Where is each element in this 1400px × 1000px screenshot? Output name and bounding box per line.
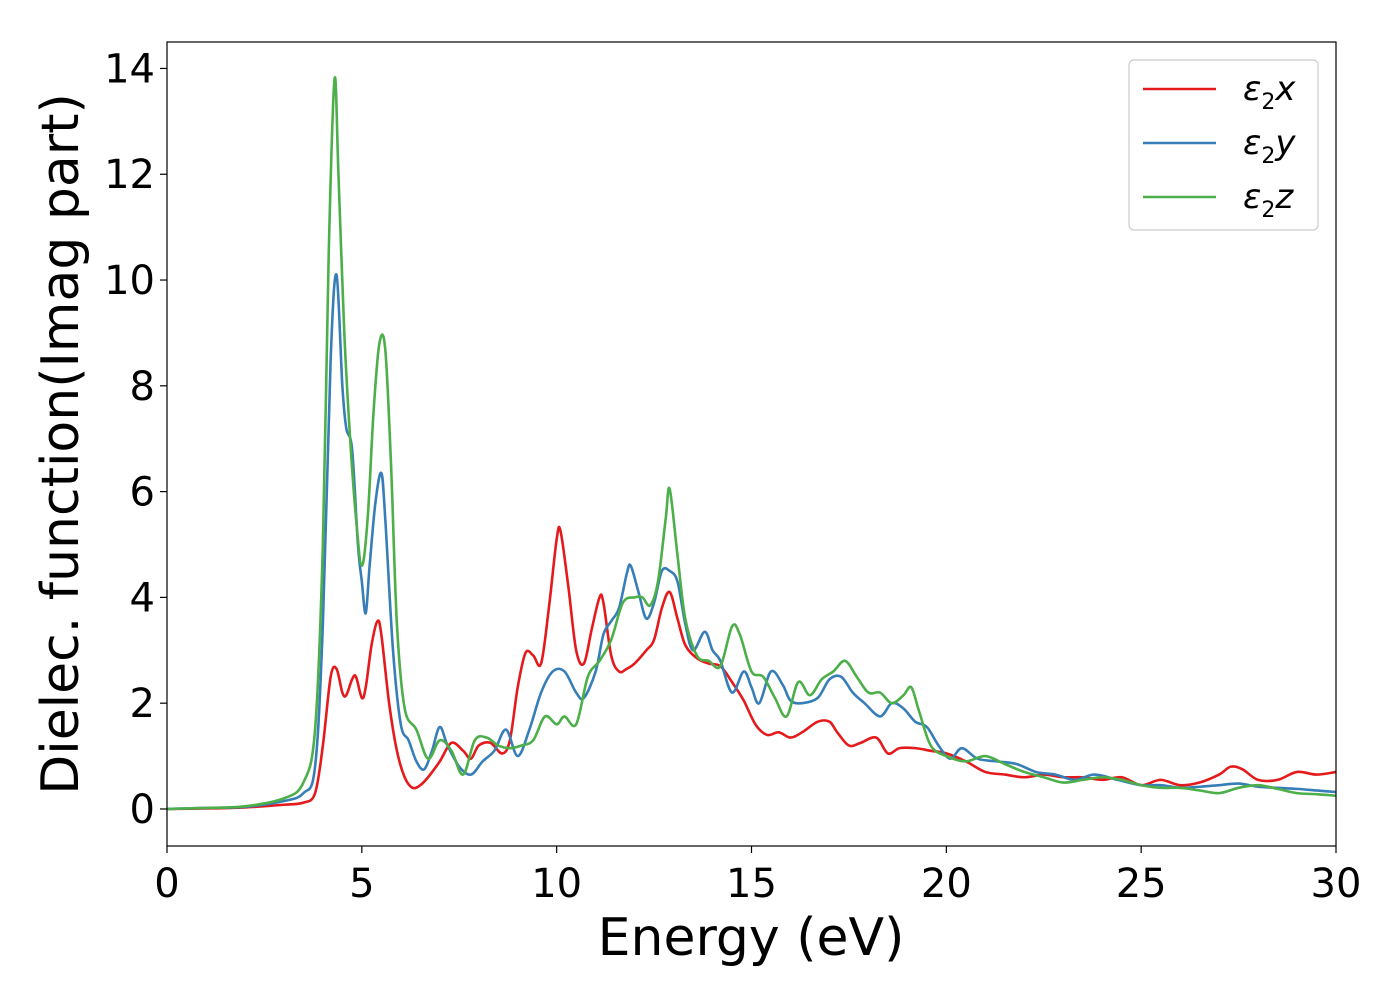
y-tick-label: 10 xyxy=(104,258,155,304)
legend-box xyxy=(1128,59,1319,231)
y-tick-label: 0 xyxy=(130,787,155,833)
y-axis-label: Dielec. function(Imag part) xyxy=(31,93,91,795)
x-tick-label: 25 xyxy=(1116,861,1167,907)
x-tick-label: 10 xyxy=(531,861,582,907)
x-tick-label: 20 xyxy=(921,861,972,907)
series-layer xyxy=(166,76,1337,811)
x-tick-label: 0 xyxy=(154,861,179,907)
legend-label-1: ε2x xyxy=(1243,69,1296,115)
y-tick-label: 14 xyxy=(104,46,155,92)
x-axis: 0 5 10 15 20 25 30 xyxy=(154,846,1361,907)
y-axis: 0 2 4 6 8 10 12 14 xyxy=(104,46,167,833)
y-tick-label: 4 xyxy=(130,575,155,621)
legend-label-3: ε2z xyxy=(1243,177,1294,223)
legend-label-2: ε2y xyxy=(1243,123,1296,169)
series-line-1 xyxy=(166,525,1337,811)
series-line-2 xyxy=(166,273,1337,811)
y-tick-label: 6 xyxy=(130,470,155,516)
y-tick-label: 12 xyxy=(104,152,155,198)
x-tick-label: 30 xyxy=(1311,861,1362,907)
y-tick-label: 2 xyxy=(130,681,155,727)
series-line-3 xyxy=(166,76,1337,811)
x-axis-label: Energy (eV) xyxy=(598,908,905,968)
x-tick-label: 15 xyxy=(726,861,777,907)
y-tick-label: 8 xyxy=(130,364,155,410)
x-tick-label: 5 xyxy=(349,861,374,907)
legend: ε2x ε2y ε2z xyxy=(1128,59,1319,231)
